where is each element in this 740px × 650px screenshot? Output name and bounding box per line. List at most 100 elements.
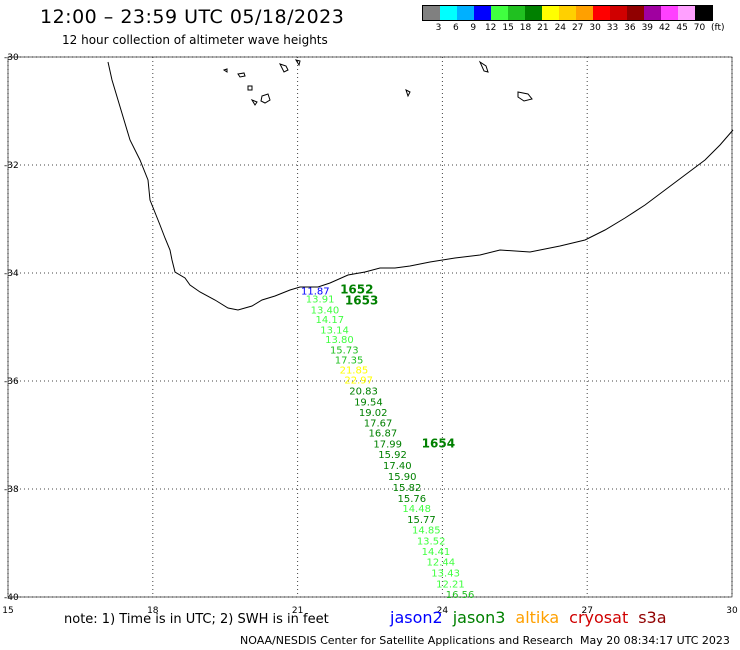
legend-labels: (ft) 3 6 9 12 15 18 21 24 27 30 33 36 39 42 45 70: [422, 23, 725, 37]
legend-label: 21: [537, 23, 549, 33]
latitude-tick-label: -40: [4, 593, 19, 603]
island-shape: [405, 89, 411, 98]
island-shape: [478, 60, 489, 73]
legend-label: 39: [641, 23, 654, 33]
wave-height-label: 13.14: [320, 325, 349, 336]
wave-height-label: 11.87: [301, 287, 330, 298]
wave-height-label: 15.82: [393, 483, 422, 494]
legend-swatch: [542, 6, 559, 20]
chart-title: 12:00 – 23:59 UTC 05/18/2023: [40, 6, 345, 28]
legend-label: 45: [676, 23, 688, 33]
pass-time-label: 1653: [345, 293, 378, 307]
wave-height-label: 13.52: [417, 537, 446, 548]
satellite-jason3-label: jason3: [452, 608, 506, 627]
wave-height-label: 17.99: [373, 439, 402, 450]
generation-timestamp: May 20 08:34:17 UTC 2023: [580, 634, 730, 647]
legend-swatch: [695, 6, 712, 20]
color-legend: (ft) 3 6 9 12 15 18 21 24 27 30 33 36 39 42 45 70: [422, 5, 725, 37]
legend-label: 24: [554, 23, 567, 33]
legend-swatch: [559, 6, 576, 20]
wave-height-label: 15.90: [388, 472, 417, 483]
map-frame: [7, 56, 733, 598]
satellite-altika-label: altika: [515, 608, 560, 627]
legend-label: 9: [470, 23, 477, 33]
wave-height-label: 14.85: [412, 525, 441, 536]
island-shape: [247, 85, 253, 91]
legend-swatch: [627, 6, 644, 20]
wave-height-label: 19.54: [354, 397, 383, 408]
latitude-tick-label: -30: [4, 53, 19, 63]
graticule: [7, 56, 733, 598]
longitude-tick-label: 24: [437, 606, 449, 616]
longitude-tick-label: 15: [2, 606, 13, 616]
wave-height-label: 16.87: [369, 429, 398, 440]
legend-label: 3: [435, 23, 442, 33]
longitude-tick-label: 18: [147, 606, 159, 616]
legend-unit: (ft): [711, 23, 725, 33]
legend-label: 15: [502, 23, 514, 33]
legend-label: 33: [606, 23, 619, 33]
satellite-legend: jason2 jason3 altika cryosat s3a: [390, 608, 677, 627]
island-shape: [279, 63, 289, 73]
legend-swatch: [525, 6, 542, 20]
legend-swatch: [491, 6, 508, 20]
latitude-tick-label: -38: [4, 485, 19, 495]
wave-height-label: 17.40: [383, 461, 412, 472]
longitude-tick-label: 27: [581, 606, 592, 616]
wave-height-label: 17.35: [335, 356, 364, 367]
legend-swatch: [593, 6, 610, 20]
island-shape: [250, 98, 258, 106]
south-africa-coastline: [107, 61, 734, 311]
wave-height-label: 13.43: [431, 568, 460, 579]
chart-subtitle: 12 hour collection of altimeter wave hei…: [62, 33, 328, 47]
legend-label: 70: [693, 23, 706, 33]
longitude-tick-label: 21: [292, 606, 303, 616]
islands: [222, 59, 533, 106]
wave-height-label: 15.77: [407, 515, 436, 526]
wave-height-label: 22.97: [344, 376, 373, 387]
wave-height-label: 12.21: [436, 579, 465, 590]
legend-label: 36: [624, 23, 636, 33]
wave-height-label: 14.48: [402, 504, 431, 515]
island-shape: [517, 91, 533, 102]
island-shape: [260, 93, 271, 104]
legend-swatch: [661, 6, 678, 20]
wave-height-label: 15.92: [378, 450, 407, 461]
wave-height-label: 21.85: [340, 365, 369, 376]
latitude-tick-label: -32: [4, 161, 19, 171]
wave-height-label: 14.41: [422, 547, 451, 558]
pass-time-label: 1654: [422, 436, 455, 450]
axis-labels: 15 18 21 24 27 30 -30 -32 -34 -36 -38 -40: [2, 53, 738, 616]
satellite-jason2-label: jason2: [390, 608, 443, 627]
legend-label: 6: [453, 23, 459, 33]
pass-time-label: 1652: [340, 283, 373, 297]
legend-swatch: [457, 6, 474, 20]
legend-swatch: [508, 6, 525, 20]
legend-swatch: [440, 6, 457, 20]
wave-height-label: 16.56: [446, 590, 475, 601]
wave-height-label: 17.67: [364, 418, 393, 429]
latitude-tick-label: -36: [4, 377, 19, 387]
satellite-s3a-label: s3a: [638, 608, 667, 627]
legend-swatches: [422, 5, 713, 21]
wave-height-label: 12.44: [426, 558, 455, 569]
island-shape: [222, 68, 228, 73]
legend-swatch: [576, 6, 593, 20]
wave-height-label: 13.40: [311, 306, 340, 317]
legend-label: 30: [589, 23, 601, 33]
wave-height-label: 19.02: [359, 408, 388, 419]
wave-height-label: 13.91: [306, 295, 335, 306]
legend-swatch: [610, 6, 627, 20]
legend-swatch: [644, 6, 661, 20]
longitude-tick-label: 30: [726, 606, 738, 616]
wave-height-label: 20.83: [349, 387, 378, 398]
legend-label: 42: [658, 23, 671, 33]
wave-height-label: 15.76: [398, 494, 427, 505]
wave-height-label: 13.80: [325, 335, 354, 346]
legend-swatch: [678, 6, 695, 20]
legend-label: 12: [484, 23, 497, 33]
island-shape: [237, 72, 246, 78]
footer-note: note: 1) Time is in UTC; 2) SWH is in fe…: [64, 612, 329, 627]
